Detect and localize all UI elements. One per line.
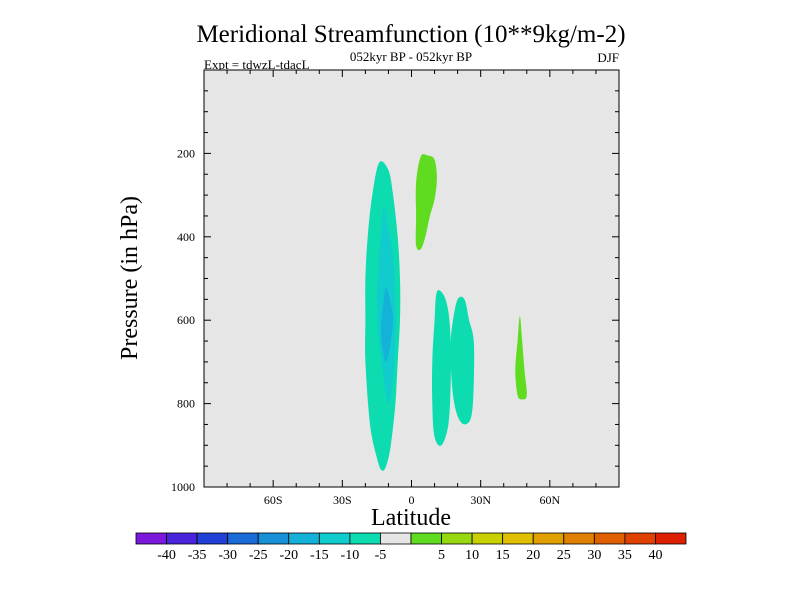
experiment-label: Expt = tdwzL-tdacL (204, 57, 310, 72)
plot-frame (203, 69, 620, 488)
colorbar-label: 35 (618, 548, 632, 563)
contour-region-6 (515, 316, 527, 400)
colorbar-label: 40 (648, 548, 662, 563)
colorbar-swatch (257, 532, 290, 545)
colorbar-label: -35 (188, 548, 207, 563)
colorbar-swatch (441, 532, 473, 545)
colorbar-swatch (593, 532, 626, 545)
colorbar-swatch (532, 532, 565, 545)
contour-region-5 (450, 296, 475, 425)
plot-area (204, 70, 619, 487)
colorbar-label: -25 (249, 548, 268, 563)
season-label: DJF (597, 50, 619, 65)
y-tick-label: 800 (177, 397, 195, 411)
colorbar-label: -5 (375, 548, 387, 563)
contour-regions (365, 154, 527, 471)
chart-subtitle: 052kyr BP - 052kyr BP (350, 49, 472, 64)
x-tick-label: 0 (409, 493, 415, 507)
colorbar-swatch (563, 532, 595, 545)
x-tick-label: 60N (539, 493, 560, 507)
colorbar-label: -20 (279, 548, 298, 563)
colorbar-swatch (135, 532, 167, 545)
x-tick-label: 30N (470, 493, 491, 507)
colorbar-swatch (655, 532, 687, 545)
colorbar-label: 20 (526, 548, 540, 563)
colorbar-label: -10 (341, 548, 360, 563)
x-axis-label: Latitude (371, 505, 451, 531)
colorbar-swatch (410, 532, 442, 545)
colorbar-label: -15 (310, 548, 329, 563)
colorbar-swatch (380, 532, 412, 545)
colorbar-label: -30 (218, 548, 237, 563)
colorbar-label: 5 (438, 548, 445, 563)
chart-title: Meridional Streamfunction (10**9kg/m-2) (196, 21, 625, 48)
colorbar-label: 15 (496, 548, 510, 563)
y-tick-label: 400 (177, 230, 195, 244)
y-axis-label: Pressure (in hPa) (117, 196, 143, 360)
x-tick-label: 30S (333, 493, 352, 507)
axis-ticks: 60S 30S 0 30N 60N 200 400 600 800 1000 (171, 70, 619, 507)
y-tick-label: 1000 (171, 480, 195, 494)
colorbar: -40 -35 -30 -25 -20 -15 -10 -5 5 10 15 20 25 30 35 40 (135, 532, 687, 563)
colorbar-swatch (318, 532, 351, 545)
colorbar-swatch (166, 532, 198, 545)
colorbar-label: 10 (465, 548, 479, 563)
contour-region-2 (381, 286, 394, 362)
y-tick-label: 200 (177, 146, 195, 160)
x-tick-label: 60S (264, 493, 283, 507)
colorbar-label: -40 (157, 548, 176, 563)
colorbar-swatch (288, 532, 320, 545)
contour-region-3 (415, 154, 437, 251)
colorbar-swatch (227, 532, 259, 545)
colorbar-label: 30 (587, 548, 601, 563)
y-tick-label: 600 (177, 313, 195, 327)
colorbar-swatch (196, 532, 229, 545)
colorbar-swatch (471, 532, 504, 545)
colorbar-swatch (502, 532, 534, 545)
colorbar-swatch (624, 532, 656, 545)
contour-region-4 (432, 290, 451, 446)
colorbar-label: 25 (557, 548, 571, 563)
colorbar-swatch (349, 532, 381, 545)
